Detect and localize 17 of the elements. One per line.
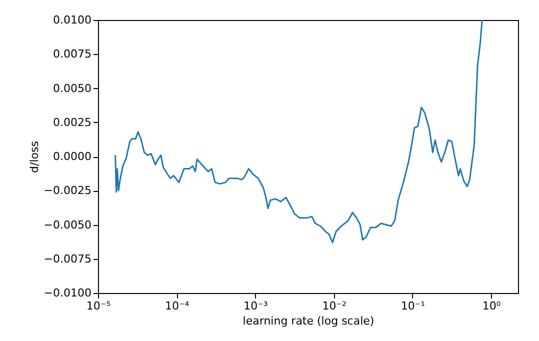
x-tick-label: 10⁻³ — [244, 300, 268, 312]
x-axis-title: learning rate (log scale) — [242, 314, 374, 328]
y-tick-label: 0.0100 — [53, 14, 92, 26]
y-tick-label: −0.0025 — [44, 184, 92, 198]
x-tick-label: 10⁻⁴ — [165, 300, 190, 312]
y-tick-label: 0.0075 — [53, 48, 92, 61]
x-tick-label: 10⁻¹ — [400, 300, 426, 312]
y-tick-label: −0.0100 — [44, 286, 92, 300]
x-tick-label: 10⁻⁵ — [86, 300, 111, 312]
y-tick-label: −0.0050 — [44, 218, 92, 232]
y-tick-label: 0.0000 — [53, 150, 92, 163]
y-tick-label: −0.0075 — [44, 252, 92, 266]
x-tick-label: 10⁰ — [482, 300, 502, 312]
y-axis-title: d/loss — [28, 140, 41, 173]
y-tick-label: 0.0025 — [53, 116, 92, 129]
y-tick-label: 0.0050 — [53, 82, 92, 95]
x-tick-label: 10⁻² — [322, 300, 346, 312]
